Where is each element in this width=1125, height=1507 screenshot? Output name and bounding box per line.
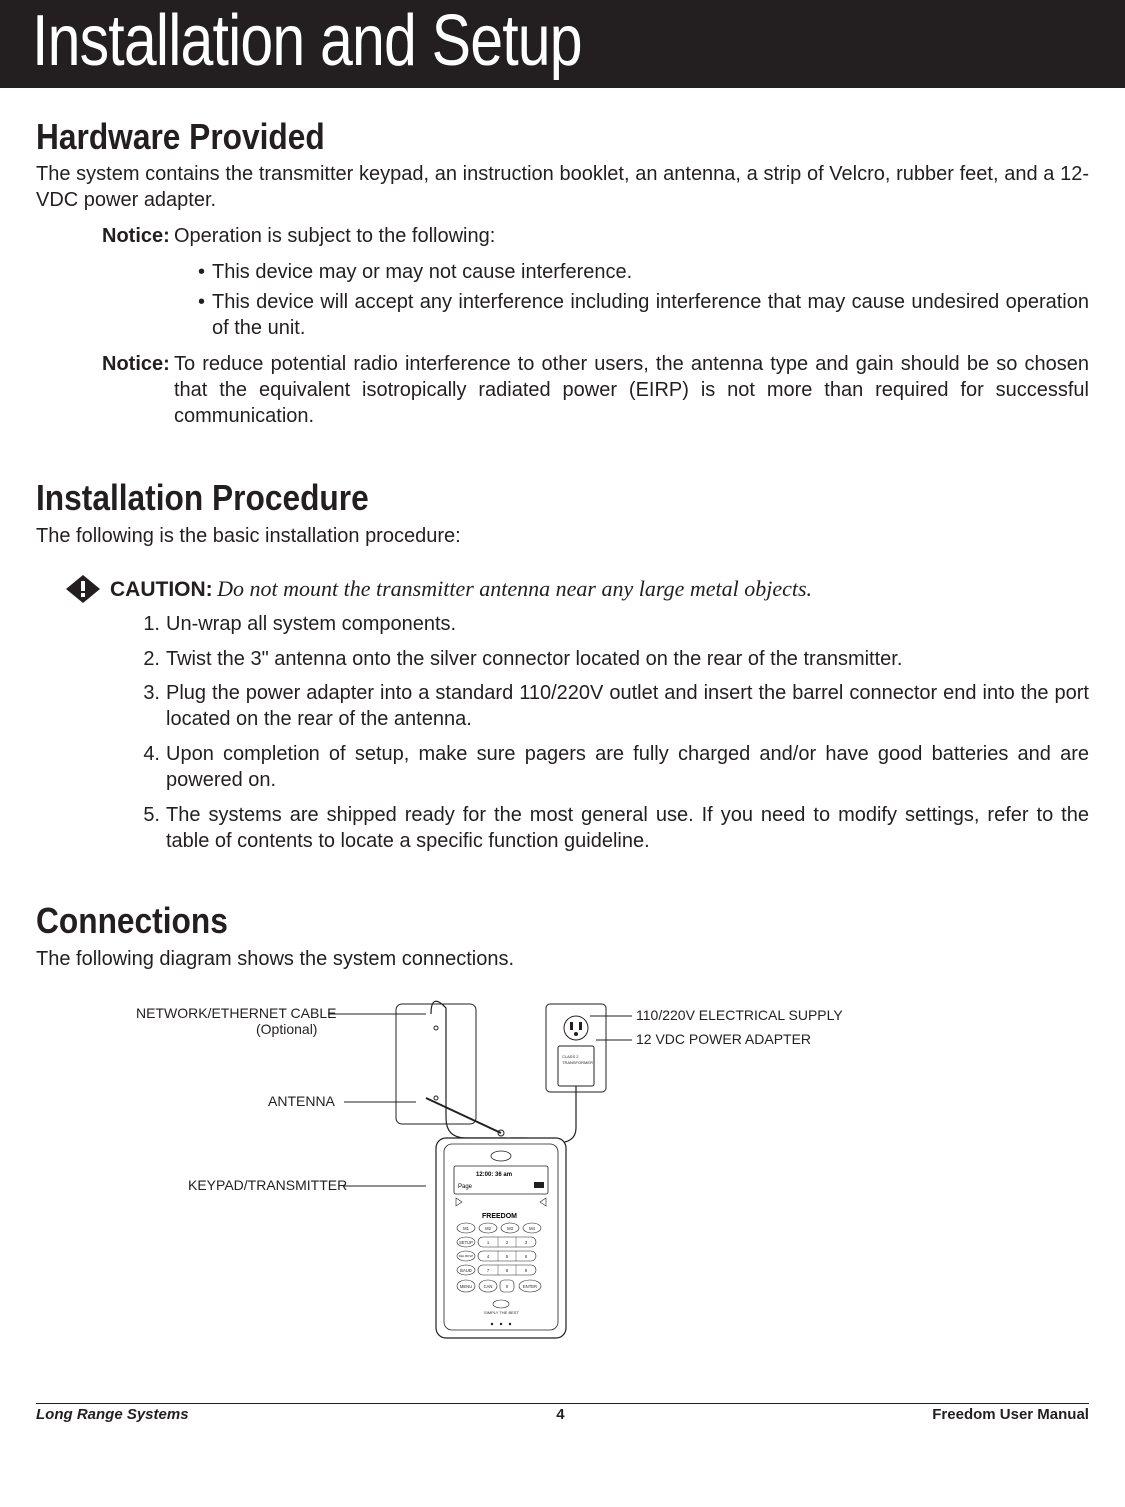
svg-text:M1: M1 [463,1226,469,1231]
bullet-item: This device will accept any interference… [198,289,1089,341]
svg-text:ENTER: ENTER [523,1284,537,1289]
step-num: 2. [136,646,160,672]
svg-text:M4: M4 [529,1226,535,1231]
install-steps: 1.Un-wrap all system components. 2.Twist… [136,611,1089,854]
hardware-title: Hardware Provided [36,116,963,158]
svg-text:BAUD: BAUD [460,1268,472,1273]
page-footer: Long Range Systems 4 Freedom User Manual [0,1404,1125,1445]
svg-text:MENU: MENU [460,1284,472,1289]
diag-label-adapter: 12 VDC POWER ADAPTER [636,1031,811,1047]
diag-label-net1: NETWORK/ETHERNET CABLE [136,1005,336,1021]
install-intro: The following is the basic installation … [36,523,1089,549]
step-num: 4. [136,741,160,794]
step-num: 1. [136,611,160,637]
install-title: Installation Procedure [36,477,963,519]
diag-label-antenna: ANTENNA [268,1093,336,1109]
diag-label-net2: (Optional) [256,1021,317,1037]
step-text: The systems are shipped ready for the mo… [166,802,1089,855]
step-text: Un-wrap all system components. [166,611,1089,637]
footer-right: Freedom User Manual [932,1406,1089,1423]
caution-text: Do not mount the transmitter antenna nea… [217,576,812,601]
main-content: Hardware Provided The system contains th… [0,88,1125,1373]
notice-label: Notice: [102,223,170,249]
hardware-intro: The system contains the transmitter keyp… [36,162,1089,213]
footer-left: Long Range Systems [36,1406,189,1423]
bullet-item: This device may or may not cause interfe… [198,259,1089,285]
svg-text:DEL BKSP: DEL BKSP [459,1254,474,1258]
svg-text:SETUP: SETUP [459,1240,473,1245]
diag-label-keypad: KEYPAD/TRANSMITTER [188,1177,347,1193]
step-text: Twist the 3" antenna onto the silver con… [166,646,1089,672]
connections-title: Connections [36,900,963,942]
notice-1: Notice: Operation is subject to the foll… [102,223,1089,249]
step-text: Upon completion of setup, make sure page… [166,741,1089,794]
svg-text:SIMPLY THE BEST: SIMPLY THE BEST [484,1310,519,1315]
transmitter-device: 12:00: 36 am Page FREEDOM M1 M2 M3 M4 SE… [436,1138,566,1338]
notice-2: Notice: To reduce potential radio interf… [102,351,1089,429]
connections-diagram: NETWORK/ETHERNET CABLE (Optional) ANTENN… [96,998,1029,1373]
caution-label: CAUTION: [110,578,213,601]
device-brand: FREEDOM [482,1213,517,1220]
notice-label: Notice: [102,351,170,429]
notice-bullets: This device may or may not cause interfe… [198,259,1089,341]
step-num: 5. [136,802,160,855]
caution-row: CAUTION: Do not mount the transmitter an… [66,575,1089,603]
svg-text:M2: M2 [485,1226,491,1231]
step-text: Plug the power adapter into a standard 1… [166,680,1089,733]
device-screen-time: 12:00: 36 am [476,1172,512,1178]
svg-text:CAN: CAN [484,1284,493,1289]
svg-text:M3: M3 [507,1226,513,1231]
device-screen-page: Page [458,1184,473,1190]
footer-page-num: 4 [556,1406,564,1423]
page-header: Installation and Setup [0,0,1125,88]
notice-text: Operation is subject to the following: [174,223,1089,249]
step-num: 3. [136,680,160,733]
connections-intro: The following diagram shows the system c… [36,946,1089,972]
notice-text: To reduce potential radio interference t… [174,351,1089,429]
page-title: Installation and Setup [32,0,902,82]
diag-label-supply: 110/220V ELECTRICAL SUPPLY [636,1007,843,1023]
svg-text:CLASS 2: CLASS 2 [562,1054,579,1059]
svg-text:TRANSFORMER: TRANSFORMER [562,1060,593,1065]
caution-icon [66,575,100,603]
